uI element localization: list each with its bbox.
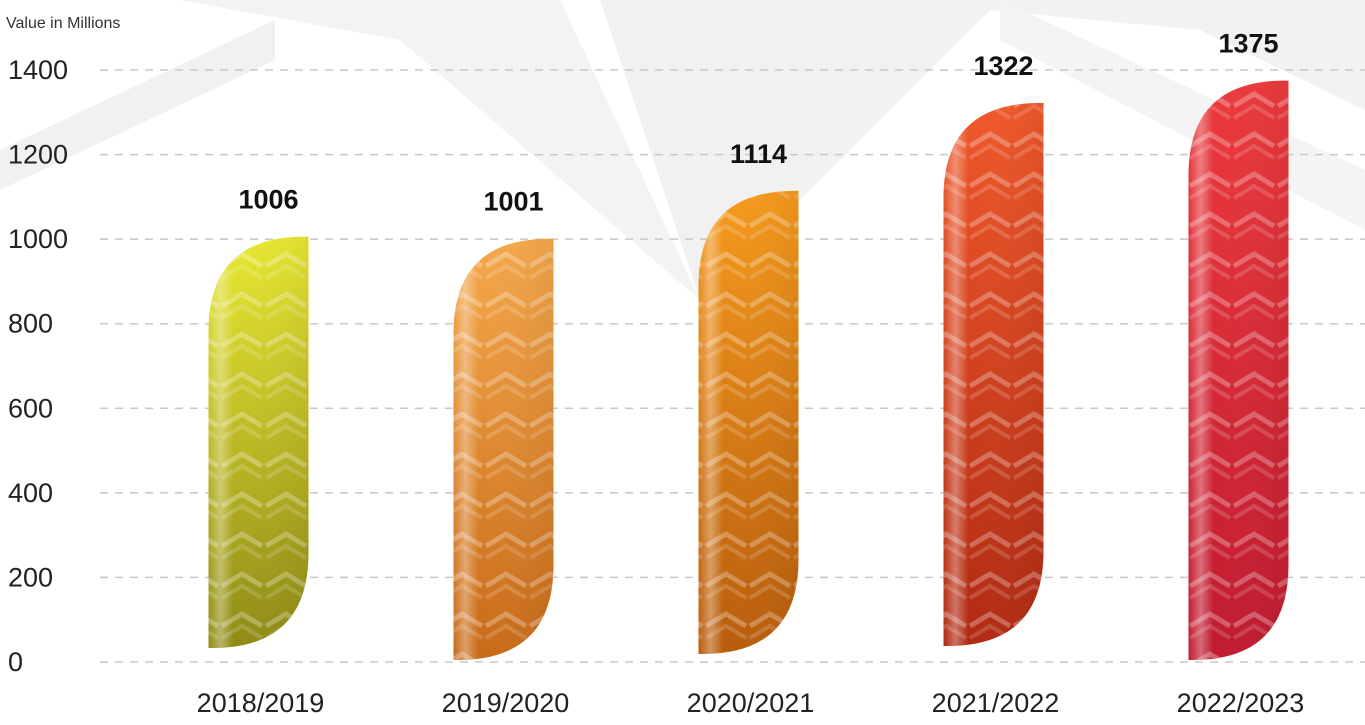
bar-sheen-overlay	[453, 238, 554, 660]
y-tick-label: 0	[8, 647, 23, 677]
y-axis-title: Value in Millions	[6, 15, 120, 32]
bar-sheen-overlay	[943, 102, 1044, 647]
y-tick-label: 400	[8, 478, 53, 508]
bar-sheen-overlay	[698, 190, 799, 655]
background-chevron-decoration	[0, 0, 1365, 300]
bar-sheen-overlay	[1188, 80, 1289, 661]
y-tick-label: 800	[8, 309, 53, 339]
y-tick-label: 1400	[8, 55, 68, 85]
data-labels: 1006 1001 1114 1322 1375	[238, 29, 1278, 217]
x-tick-label: 2020/2021	[687, 688, 815, 718]
x-tick-label: 2019/2020	[442, 688, 570, 718]
x-tick-label: 2021/2022	[932, 688, 1060, 718]
bar-sheen-overlay	[208, 236, 309, 648]
y-tick-label: 1200	[8, 140, 68, 170]
y-tick-label: 200	[8, 562, 53, 592]
y-tick-label: 600	[8, 393, 53, 423]
x-tick-label: 2018/2019	[197, 688, 325, 718]
y-tick-label: 1000	[8, 224, 68, 254]
y-axis: 0 200 400 600 800 1000 1200 1400	[8, 55, 68, 677]
data-label: 1322	[973, 51, 1033, 81]
x-tick-label: 2022/2023	[1177, 688, 1305, 718]
x-axis: 2018/2019 2019/2020 2020/2021 2021/2022 2022…	[197, 688, 1305, 718]
data-label: 1114	[730, 139, 787, 169]
data-label: 1001	[483, 187, 543, 217]
bars	[208, 80, 1289, 661]
data-label: 1006	[238, 185, 298, 215]
data-label: 1375	[1218, 29, 1278, 59]
